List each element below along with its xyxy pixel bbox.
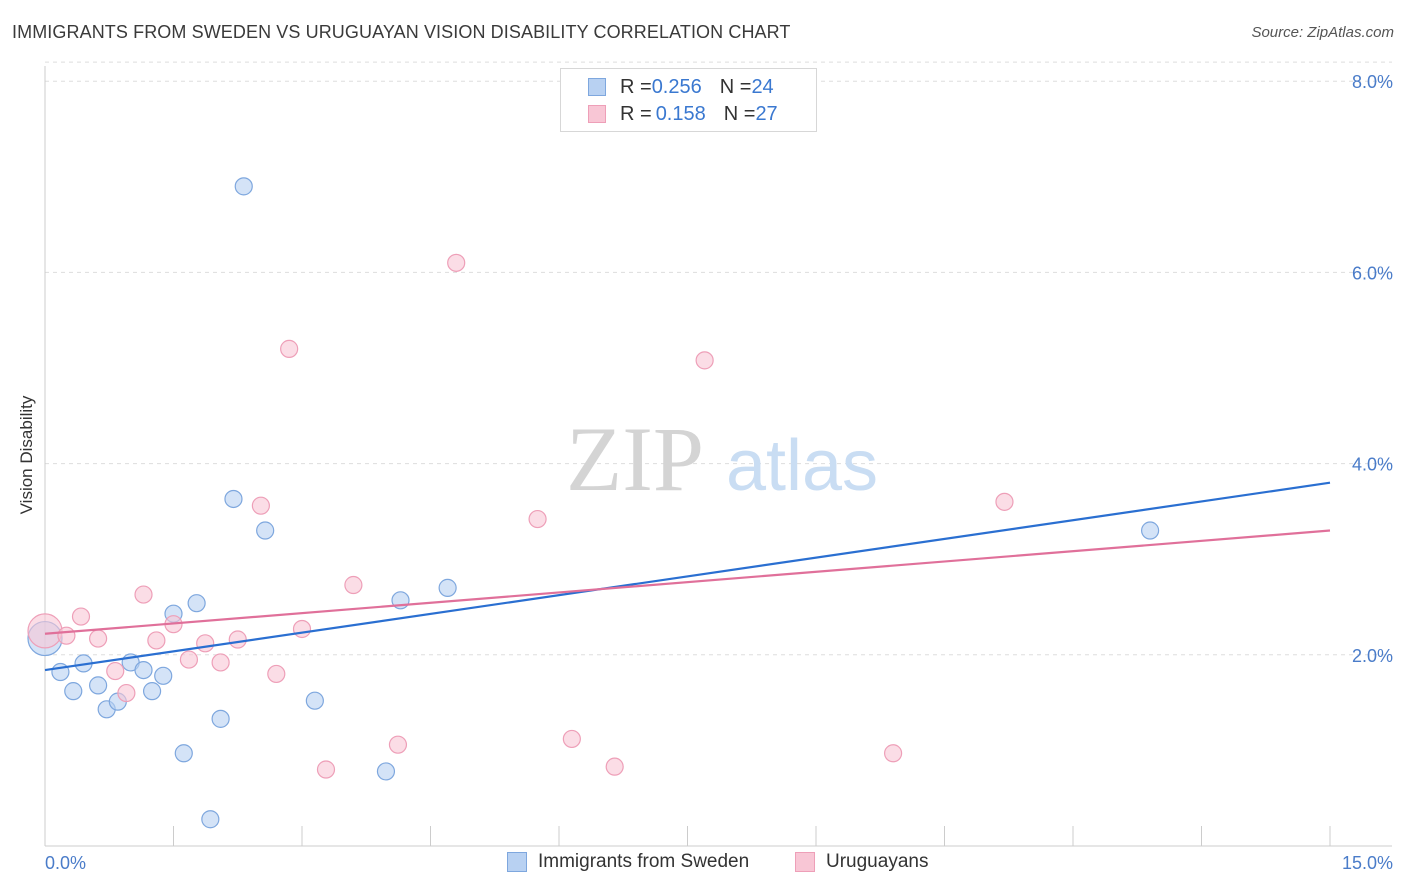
sweden-point <box>187 594 206 613</box>
uruguayan-point <box>562 729 581 749</box>
sweden-point <box>438 578 457 597</box>
legend-item-uruguayans[interactable]: Uruguayans <box>795 851 928 873</box>
uruguayan-point <box>89 629 108 648</box>
sweden-point <box>305 691 324 710</box>
legend-n-value: 24 <box>751 75 774 98</box>
data-points <box>27 177 1160 829</box>
legend-row-sweden: R = 0.256 N = 24 <box>588 74 774 100</box>
uruguayan-point <box>883 744 903 763</box>
uruguayan-point <box>211 653 230 672</box>
y-tick-label: 2.0% <box>1352 646 1393 666</box>
uruguayan-point <box>117 683 136 703</box>
sweden-point <box>256 521 275 540</box>
uruguayan-trend-line <box>44 529 1331 635</box>
uruguayan-point <box>528 509 547 529</box>
sweden-point <box>224 489 243 509</box>
watermark-zip: ZIP <box>566 408 704 510</box>
uruguayan-point <box>147 631 166 650</box>
legend-item-sweden[interactable]: Immigrants from Sweden <box>507 851 749 873</box>
grid-lines <box>45 61 1392 656</box>
correlation-legend: R = 0.256 N = 24 R = 0.158 N = 27 <box>560 68 817 132</box>
uruguayan-point <box>106 661 125 681</box>
sweden-point <box>211 709 230 728</box>
sweden-point <box>1140 521 1160 540</box>
legend-item-label: Immigrants from Sweden <box>538 851 750 872</box>
watermark-atlas: atlas <box>726 426 878 506</box>
source-label: Source: ZipAtlas.com <box>1251 24 1394 41</box>
axes <box>44 66 1392 847</box>
legend-n-label: N = <box>723 102 756 125</box>
uruguayan-point <box>447 253 466 272</box>
uruguayan-point <box>196 634 215 653</box>
sweden-point <box>154 666 173 685</box>
series-legend: Immigrants from Sweden Uruguayans <box>0 851 1406 879</box>
uruguayan-point <box>280 339 299 358</box>
uruguayan-point <box>71 607 91 626</box>
uruguayan-point <box>179 650 199 669</box>
uruguayan-point <box>251 496 270 515</box>
sweden-point <box>174 744 193 763</box>
uruguayan-point <box>316 760 336 779</box>
sweden-point <box>89 676 108 695</box>
uruguayan-point <box>57 626 76 645</box>
legend-swatch-blue <box>588 78 606 96</box>
legend-item-label: Uruguayans <box>826 851 929 872</box>
legend-r-value: 0.158 <box>655 102 706 125</box>
uruguayan-point <box>995 492 1014 511</box>
legend-row-uruguayans: R = 0.158 N = 27 <box>588 101 778 127</box>
sweden-point <box>234 177 253 196</box>
sweden-trend-line <box>44 481 1331 672</box>
chart-title: IMMIGRANTS FROM SWEDEN VS URUGUAYAN VISI… <box>12 22 791 42</box>
y-tick-label: 8.0% <box>1352 72 1393 92</box>
tick-labels: 2.0% 4.0% 6.0% 8.0% 0.0% 15.0% <box>45 72 1393 873</box>
sweden-point <box>201 810 220 829</box>
uruguayan-point <box>388 735 408 754</box>
x-tick-label: 0.0% <box>45 853 86 873</box>
uruguayan-point <box>695 351 714 370</box>
sweden-point <box>64 682 83 701</box>
legend-r-value: 0.256 <box>651 75 702 98</box>
legend-r-label: R = <box>620 102 652 125</box>
uruguayan-point <box>27 613 63 649</box>
legend-swatch-pink <box>588 105 606 123</box>
legend-swatch-blue <box>507 852 527 872</box>
uruguayan-point <box>292 619 312 639</box>
uruguayan-point <box>605 757 624 776</box>
uruguayan-point <box>134 585 153 604</box>
uruguayan-point <box>267 664 286 684</box>
legend-swatch-pink <box>795 852 815 872</box>
x-tick-label: 15.0% <box>1342 853 1393 873</box>
sweden-point <box>134 660 153 680</box>
sweden-point <box>142 682 162 701</box>
legend-r-label: R = <box>620 75 652 98</box>
legend-n-label: N = <box>719 75 752 98</box>
y-tick-label: 6.0% <box>1352 263 1393 283</box>
trend-lines <box>44 481 1331 672</box>
uruguayan-point <box>344 575 363 595</box>
y-tick-label: 4.0% <box>1352 455 1393 475</box>
sweden-point <box>376 762 396 781</box>
uruguayan-point <box>228 630 247 649</box>
watermark: ZIP atlas <box>566 408 878 510</box>
legend-n-value: 27 <box>755 102 778 125</box>
